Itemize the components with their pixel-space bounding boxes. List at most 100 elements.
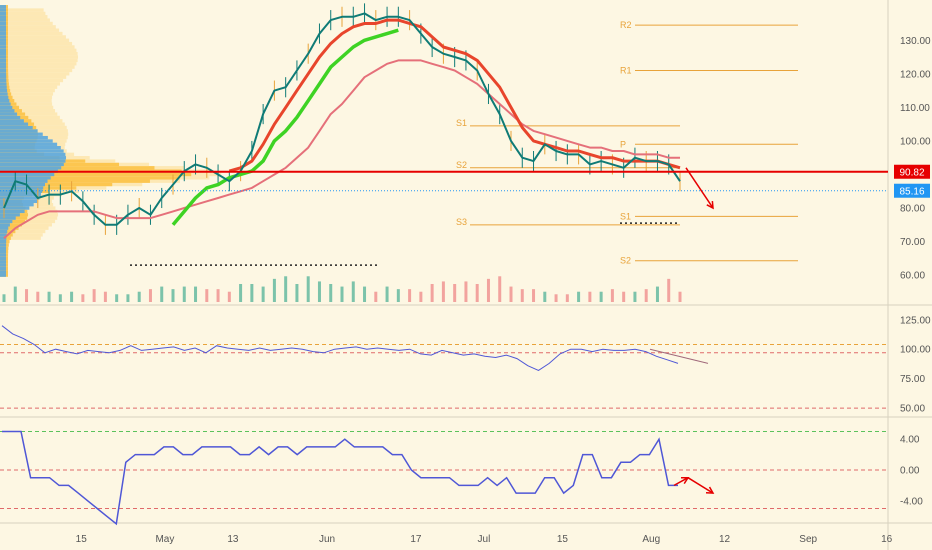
volume-bar bbox=[329, 284, 333, 302]
volume-profile-row bbox=[0, 139, 53, 143]
volume-profile-row bbox=[0, 11, 46, 16]
rsi-panel[interactable] bbox=[0, 325, 888, 409]
volume-profile-row bbox=[0, 75, 7, 79]
volume-bar bbox=[81, 294, 85, 302]
volume-profile-row bbox=[0, 52, 78, 56]
rsi-trend-line bbox=[649, 348, 709, 364]
support-label: 90.82 bbox=[899, 168, 924, 179]
osc-arrow-down-head bbox=[705, 486, 715, 494]
x-tick-label: Sep bbox=[799, 534, 817, 545]
volume-profile-row bbox=[0, 199, 38, 204]
volume-profile-row bbox=[0, 226, 9, 230]
volume-profile-row bbox=[0, 209, 25, 214]
price-tick-label: 80.00 bbox=[900, 204, 925, 215]
volume-bar bbox=[70, 291, 74, 302]
oscillator-panel[interactable] bbox=[0, 430, 888, 526]
volume-bar bbox=[588, 291, 592, 302]
volume-profile-row bbox=[0, 5, 6, 9]
volume-profile-row bbox=[0, 176, 51, 180]
volume-profile-row bbox=[0, 95, 53, 99]
rsi-tick-label: 50.00 bbox=[900, 404, 925, 415]
volume-bars bbox=[2, 276, 682, 302]
volume-profile-row bbox=[0, 226, 49, 230]
volume-profile-row bbox=[0, 129, 38, 133]
x-tick-label: 15 bbox=[557, 534, 569, 545]
volume-profile-row bbox=[0, 28, 7, 32]
volume-bar bbox=[430, 284, 434, 302]
price-tick-label: 120.00 bbox=[900, 69, 931, 80]
volume-profile-row bbox=[0, 229, 16, 234]
rsi-tick-label: 100.00 bbox=[900, 345, 931, 356]
volume-bar bbox=[103, 291, 107, 302]
x-tick-label: 15 bbox=[76, 534, 88, 545]
volume-bar bbox=[565, 294, 569, 302]
price-panel[interactable]: S1 S2 S3 R2 R1 P S1 S2 90.82 85.16 bbox=[0, 3, 930, 266]
volume-profile-row bbox=[0, 21, 53, 26]
volume-bar bbox=[464, 281, 468, 302]
volume-bar bbox=[441, 281, 445, 302]
price-tick-label: 130.00 bbox=[900, 36, 931, 47]
volume-profile-row bbox=[0, 88, 8, 93]
pivot-label: S2 bbox=[456, 160, 467, 170]
last-price-label-bg bbox=[894, 183, 930, 198]
volume-profile-row bbox=[0, 172, 55, 177]
volume-bar bbox=[509, 286, 513, 302]
volume-profile-row bbox=[0, 92, 54, 96]
volume-bar bbox=[408, 289, 412, 302]
volume-profile-row bbox=[0, 65, 75, 69]
volume-bar bbox=[36, 291, 40, 302]
volume-profile-row bbox=[0, 31, 7, 36]
volume-bar bbox=[239, 284, 243, 302]
volume-bar bbox=[284, 276, 288, 302]
volume-profile-row bbox=[0, 72, 70, 76]
volume-bar bbox=[261, 286, 265, 302]
forecast-arrow-head bbox=[706, 201, 714, 210]
volume-bar bbox=[498, 276, 502, 302]
volume-profile-row bbox=[0, 243, 7, 247]
pivot-label: S3 bbox=[456, 217, 467, 227]
volume-profile-row bbox=[0, 82, 7, 86]
volume-bar bbox=[543, 291, 547, 302]
volume-profile-row bbox=[0, 223, 52, 227]
volume-profile-row bbox=[0, 223, 10, 227]
support-label-bg bbox=[894, 164, 930, 179]
volume-profile-row bbox=[0, 203, 34, 207]
volume-bar bbox=[577, 291, 581, 302]
rsi-tick-label: 125.00 bbox=[900, 315, 931, 326]
volume-profile-row bbox=[0, 179, 48, 183]
osc-line bbox=[2, 430, 678, 526]
volume-profile-row bbox=[0, 209, 58, 214]
volume-bar bbox=[667, 278, 671, 302]
pivot-label: P bbox=[620, 139, 626, 149]
volume-profile-row bbox=[0, 236, 7, 240]
volume-profile-row bbox=[0, 135, 48, 140]
volume-profile-row bbox=[0, 25, 7, 29]
volume-profile-row bbox=[0, 8, 6, 12]
volume-bar bbox=[306, 276, 310, 302]
volume-profile-row bbox=[0, 145, 61, 150]
price-tick-label: 70.00 bbox=[900, 237, 925, 248]
volume-profile-row bbox=[0, 52, 7, 56]
x-tick-label: 12 bbox=[719, 534, 731, 545]
volume-profile-row bbox=[0, 11, 7, 16]
volume-profile-row bbox=[0, 45, 7, 49]
volume-profile-row bbox=[0, 38, 7, 42]
volume-profile-row bbox=[0, 213, 59, 217]
volume-profile-row bbox=[0, 15, 7, 19]
volume-profile-row bbox=[0, 233, 7, 237]
volume-bar bbox=[137, 291, 141, 302]
volume-bar bbox=[655, 286, 659, 302]
rsi-tick-label: 75.00 bbox=[900, 374, 925, 385]
volume-profile-row bbox=[0, 109, 56, 113]
volume-profile-row bbox=[0, 246, 7, 250]
volume-bar bbox=[13, 286, 17, 302]
x-tick-label: Aug bbox=[642, 534, 660, 545]
price-tick-label: 100.00 bbox=[900, 136, 931, 147]
volume-profile-row bbox=[0, 115, 21, 120]
volume-bar bbox=[115, 294, 119, 302]
volume-profile-row bbox=[0, 132, 43, 136]
volume-bar bbox=[148, 289, 152, 302]
volume-profile-row bbox=[0, 159, 66, 163]
